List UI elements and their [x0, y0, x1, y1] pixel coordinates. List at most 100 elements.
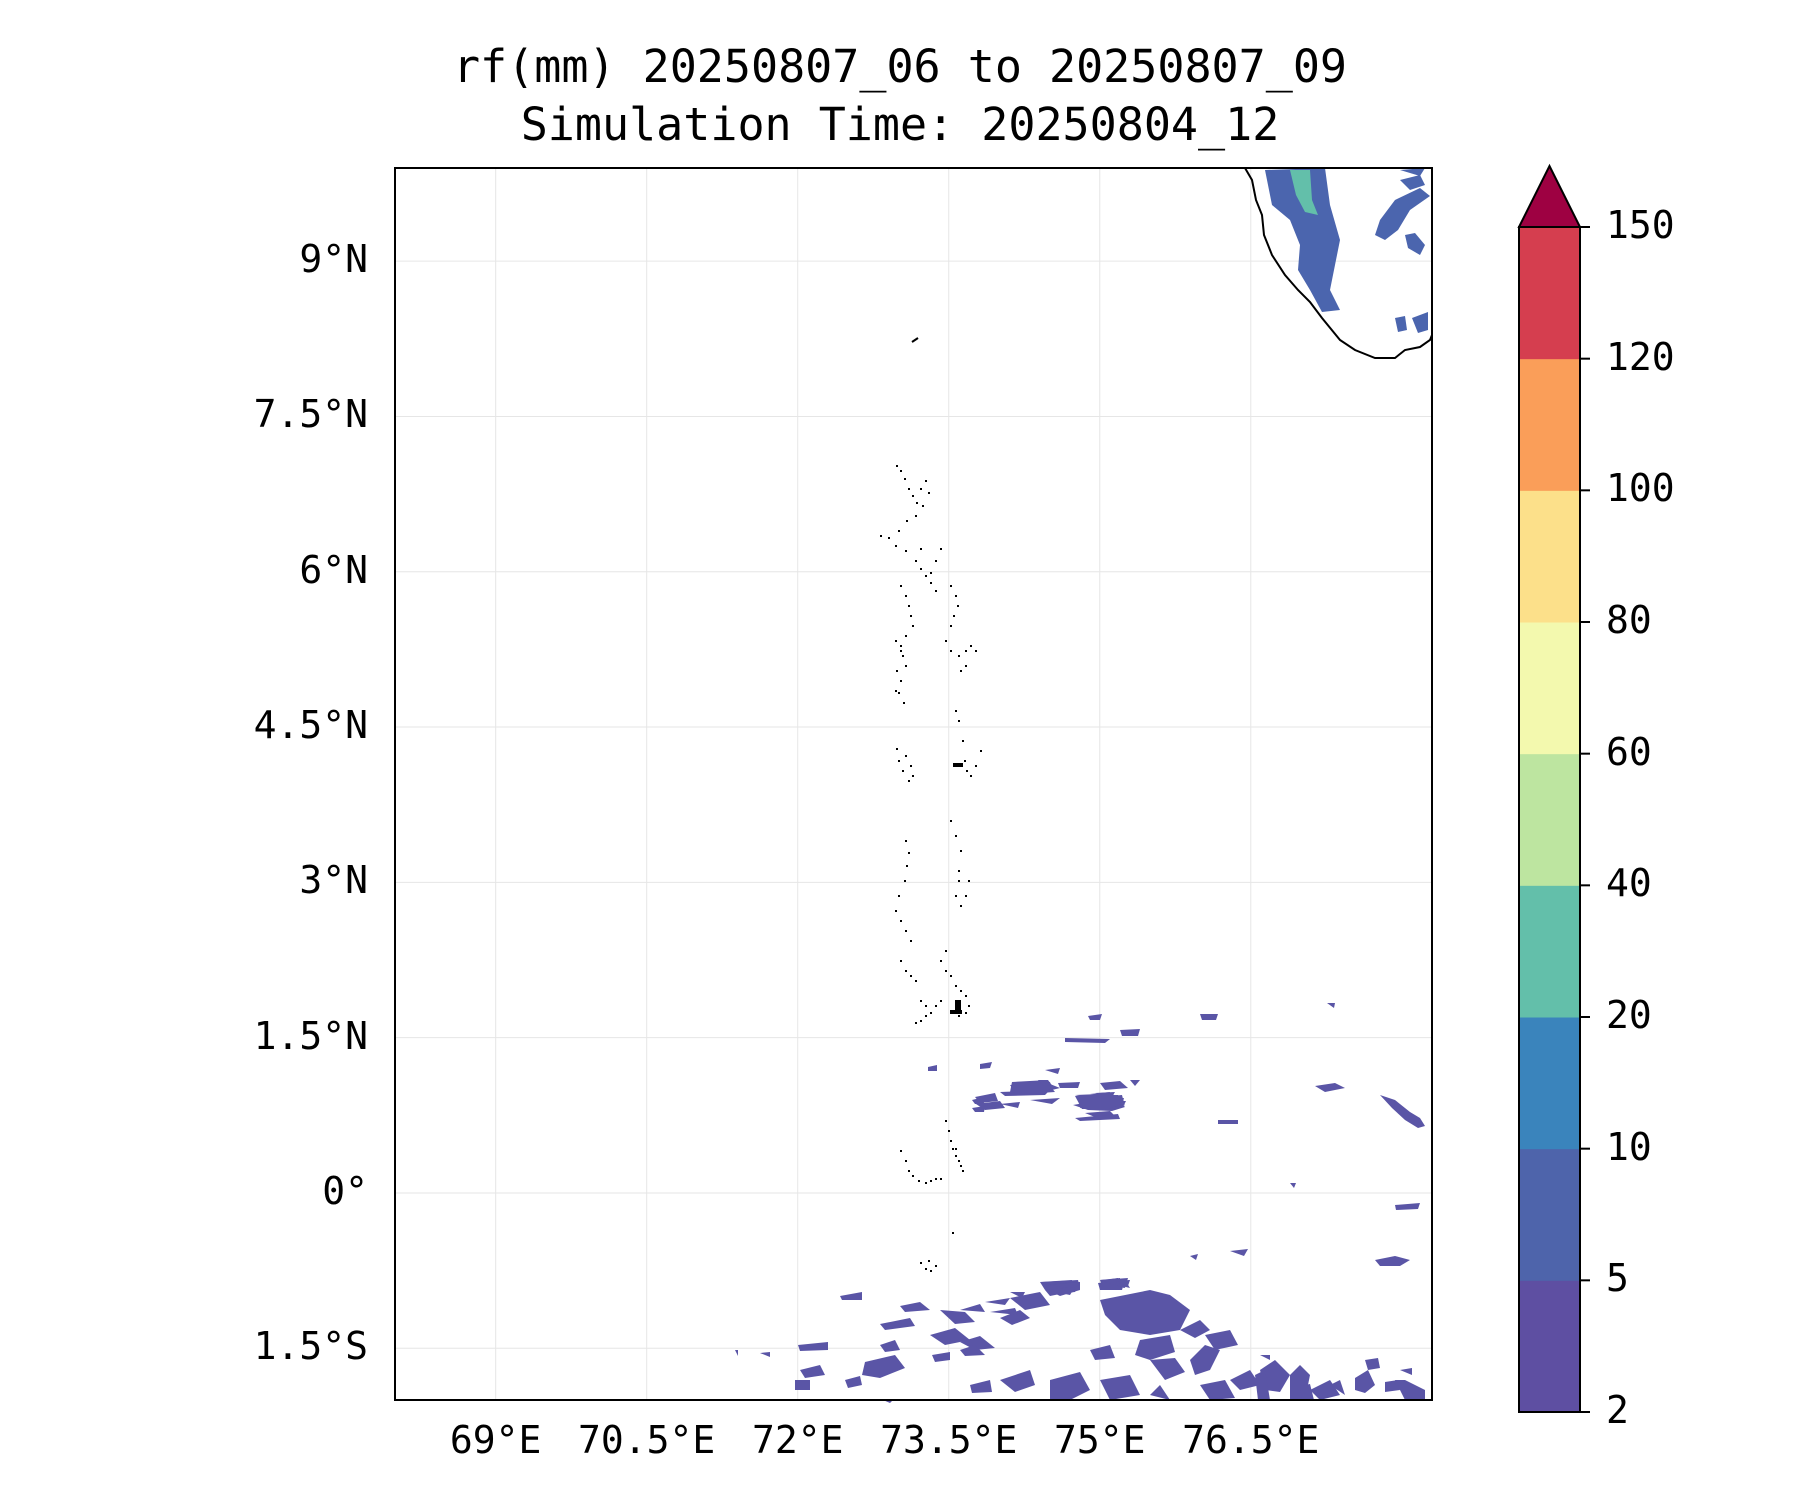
lat-tick-label: 1.5°N	[253, 1013, 368, 1058]
island-dot	[950, 1010, 962, 1014]
island-dot	[908, 488, 910, 490]
colorbar-segment	[1519, 622, 1580, 755]
island-dot	[896, 748, 898, 750]
colorbar-segment	[1519, 227, 1580, 360]
maldives-islands	[880, 465, 982, 1272]
rain-contour	[1290, 1183, 1296, 1188]
island-dot	[960, 905, 962, 907]
colorbar-tick-label: 120	[1606, 334, 1675, 379]
lon-tick-label: 75°E	[1053, 1418, 1146, 1462]
island-dot	[915, 980, 917, 982]
rain-contour	[1400, 168, 1425, 176]
rain-contour	[1100, 1098, 1124, 1104]
rain-contour	[1330, 1380, 1345, 1395]
rain-contour	[930, 1328, 970, 1345]
rain-contour	[1120, 1029, 1140, 1036]
island-dot	[910, 765, 912, 767]
rain-contour	[1230, 1249, 1248, 1256]
rain-contour	[1265, 168, 1340, 312]
lat-tick-label: 0°	[322, 1168, 368, 1213]
island-dot	[912, 495, 914, 497]
island-dot	[900, 680, 902, 682]
island-dot	[908, 1170, 910, 1172]
colorbar-segment	[1519, 885, 1580, 1018]
island-dot	[908, 605, 910, 607]
rain-contour	[1190, 1345, 1220, 1375]
rain-contour	[1200, 1014, 1218, 1020]
island-dot	[970, 775, 972, 777]
island-dot	[905, 930, 907, 932]
island-dot	[968, 1005, 970, 1007]
island-dot	[896, 670, 898, 672]
rain-contour	[1255, 1370, 1270, 1400]
lon-tick-label: 70.5°E	[578, 1418, 716, 1462]
gridlines	[395, 168, 1432, 1400]
island-dot	[925, 1268, 927, 1270]
rain-contour	[1260, 1360, 1290, 1392]
island-dot	[940, 1178, 942, 1180]
island-dot	[908, 780, 910, 782]
rain-contour	[1380, 1095, 1425, 1128]
rain-contour	[1135, 1335, 1175, 1360]
colorbar-segment	[1519, 1148, 1580, 1281]
rain-contour	[798, 1342, 828, 1351]
island-dot	[905, 665, 907, 667]
island-dot	[952, 1232, 954, 1234]
rain-contour	[1400, 1368, 1412, 1375]
rain-contour	[1100, 1278, 1128, 1288]
rain-contour	[1205, 1330, 1238, 1350]
island-dot	[880, 535, 882, 537]
island-dot	[958, 880, 960, 882]
island-dot	[925, 575, 927, 577]
rain-contour	[1400, 175, 1425, 190]
island-dot	[898, 895, 900, 897]
island-dot	[935, 590, 937, 592]
island-dot	[958, 1160, 960, 1162]
rain-contour	[1075, 1114, 1120, 1121]
rain-contour	[980, 1062, 992, 1069]
colorbar-tick-label: 2	[1606, 1388, 1629, 1432]
rain-contour	[735, 1350, 738, 1356]
island-dot	[920, 1000, 922, 1002]
island-dot	[910, 615, 912, 617]
rain-contour	[1260, 1355, 1270, 1360]
rain-contour	[1030, 1098, 1060, 1104]
rain-contour	[800, 1365, 825, 1378]
island-dot	[955, 1155, 957, 1157]
island-dot	[930, 582, 932, 584]
rain-contour	[960, 1304, 985, 1312]
colorbar-segment	[1519, 753, 1580, 886]
island-dot	[945, 950, 947, 952]
island-dot	[905, 840, 907, 842]
rain-contour	[940, 1310, 975, 1324]
rain-contour	[1385, 1380, 1400, 1392]
colorbar-tick-label: 100	[1606, 466, 1675, 511]
island-dot	[904, 880, 906, 882]
island-dot	[950, 625, 952, 627]
rain-contour	[976, 1101, 1005, 1110]
rain-contour	[1180, 1320, 1210, 1338]
rain-contour	[1375, 188, 1430, 240]
island-dot	[950, 975, 952, 977]
colorbar-frame	[1518, 226, 1581, 1413]
colorbar-segment	[1519, 1017, 1580, 1150]
rain-contour	[975, 1093, 998, 1103]
island-dot	[898, 692, 900, 694]
island-dot	[888, 537, 890, 539]
island-dot	[955, 835, 957, 837]
island-dot	[962, 740, 964, 742]
island-dot	[958, 655, 960, 657]
rain-contour	[880, 1318, 915, 1330]
island-dot	[953, 763, 963, 767]
rain-contour	[1100, 1290, 1190, 1335]
colorbar-tick-label: 5	[1606, 1256, 1629, 1301]
rain-contour	[840, 1292, 862, 1300]
rain-contour	[1038, 1080, 1048, 1086]
island-dot	[915, 1022, 917, 1024]
colorbar-segment	[1519, 490, 1580, 623]
island-dot	[952, 1148, 954, 1150]
island-dot	[920, 1020, 922, 1022]
island-dot	[906, 865, 908, 867]
island-dot	[900, 1150, 902, 1152]
